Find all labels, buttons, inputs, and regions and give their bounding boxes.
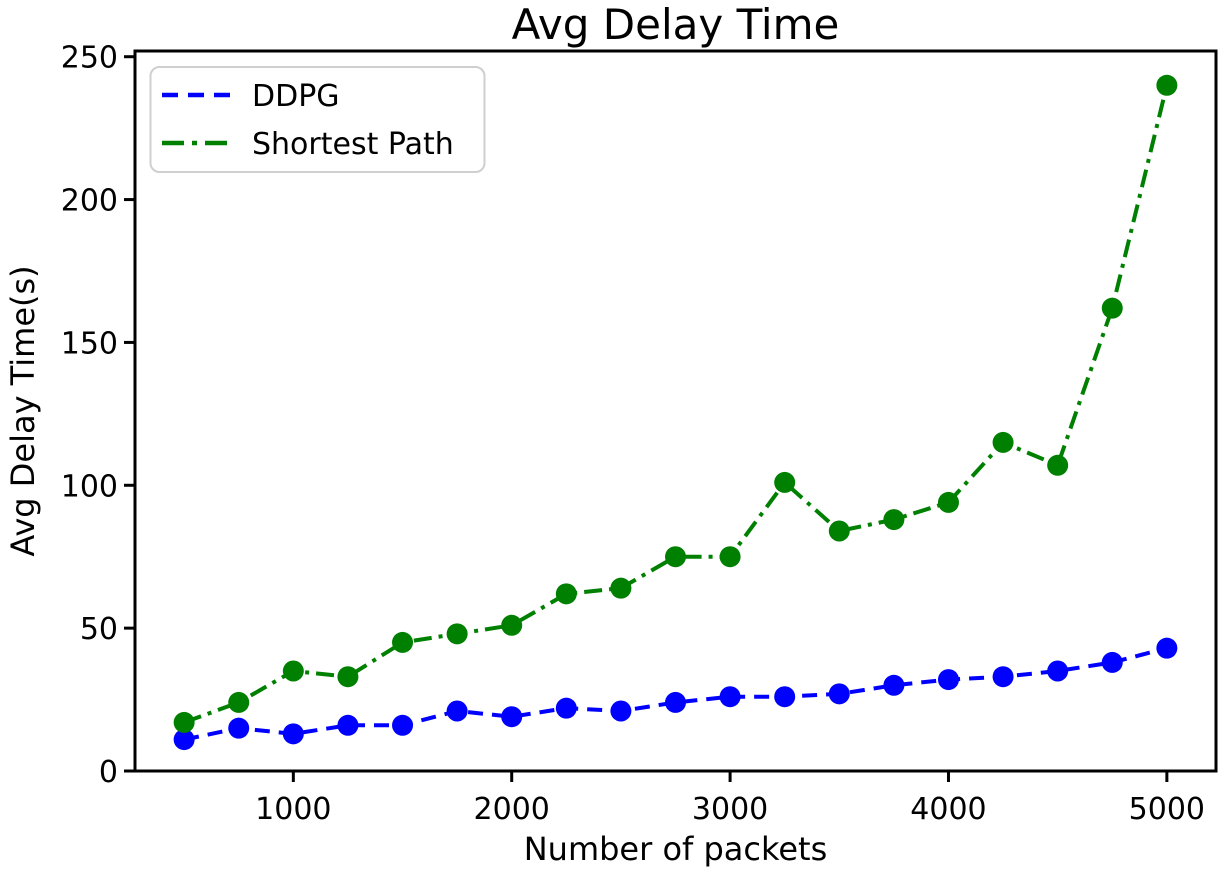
x-tick-label: 4000 bbox=[910, 792, 986, 827]
data-point-marker bbox=[282, 660, 304, 682]
data-point-marker bbox=[992, 666, 1014, 688]
y-axis-label: Avg Delay Time(s) bbox=[4, 265, 42, 556]
data-point-marker bbox=[774, 471, 796, 493]
data-point-marker bbox=[665, 691, 686, 713]
y-tick-label: 100 bbox=[61, 469, 118, 504]
series-shortest-path bbox=[173, 74, 1178, 733]
chart-title: Avg Delay Time bbox=[512, 0, 840, 49]
data-point-marker bbox=[719, 546, 741, 568]
data-point-marker bbox=[446, 623, 468, 645]
legend-box bbox=[149, 66, 486, 173]
legend-label-shortest-path: Shortest Path bbox=[252, 127, 454, 162]
x-tick-label: 3000 bbox=[692, 792, 768, 827]
data-point-marker bbox=[282, 723, 304, 745]
data-point-marker bbox=[1156, 637, 1178, 659]
y-tick-label: 250 bbox=[61, 41, 118, 76]
data-point-marker bbox=[665, 546, 686, 568]
data-point-marker bbox=[610, 700, 632, 722]
data-point-marker bbox=[392, 631, 414, 653]
data-point-marker bbox=[555, 583, 577, 605]
data-point-marker bbox=[774, 686, 796, 708]
y-tick-label: 0 bbox=[99, 755, 118, 790]
x-tick-label: 1000 bbox=[255, 792, 331, 827]
data-point-marker bbox=[828, 520, 850, 542]
data-point-marker bbox=[883, 509, 905, 531]
x-axis-label: Number of packets bbox=[524, 830, 828, 868]
data-point-marker bbox=[1101, 651, 1123, 673]
y-tick-label: 50 bbox=[80, 612, 118, 647]
x-axis-ticks: 1000 2000 3000 4000 5000 bbox=[255, 771, 1205, 827]
data-point-marker bbox=[1156, 74, 1178, 96]
data-point-marker bbox=[1047, 454, 1069, 476]
data-point-marker bbox=[937, 491, 959, 513]
data-point-marker bbox=[392, 714, 414, 736]
data-point-marker bbox=[446, 700, 468, 722]
data-point-marker bbox=[501, 614, 523, 636]
data-point-marker bbox=[337, 666, 359, 688]
plot-border bbox=[133, 49, 1218, 773]
data-point-marker bbox=[1047, 660, 1069, 682]
legend-label-ddpg: DDPG bbox=[252, 79, 340, 114]
y-tick-label: 200 bbox=[61, 184, 118, 219]
x-tick-label: 2000 bbox=[474, 792, 550, 827]
data-point-marker bbox=[228, 691, 250, 713]
data-point-marker bbox=[883, 674, 905, 696]
data-point-marker bbox=[228, 717, 250, 739]
data-point-marker bbox=[610, 577, 632, 599]
x-tick-label: 5000 bbox=[1129, 792, 1205, 827]
data-point-marker bbox=[501, 706, 523, 728]
data-point-marker bbox=[992, 431, 1014, 453]
data-point-marker bbox=[719, 686, 741, 708]
data-point-marker bbox=[828, 683, 850, 705]
data-point-marker bbox=[173, 729, 195, 751]
data-point-marker bbox=[1101, 297, 1123, 319]
y-tick-label: 150 bbox=[61, 326, 118, 361]
series-ddpg bbox=[173, 637, 1178, 751]
series-line-1 bbox=[183, 84, 1169, 725]
data-point-marker bbox=[173, 711, 195, 733]
y-axis-ticks: 0 50 100 150 200 250 bbox=[61, 41, 135, 790]
data-point-marker bbox=[555, 697, 577, 719]
data-point-marker bbox=[337, 714, 359, 736]
legend: DDPG Shortest Path bbox=[149, 66, 486, 173]
data-point-marker bbox=[937, 669, 959, 691]
